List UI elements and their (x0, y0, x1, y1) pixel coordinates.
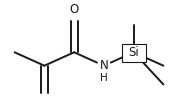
FancyBboxPatch shape (122, 44, 146, 62)
Text: N: N (100, 59, 108, 72)
Text: O: O (69, 3, 79, 16)
Text: H: H (100, 73, 108, 83)
Text: Si: Si (128, 46, 139, 59)
